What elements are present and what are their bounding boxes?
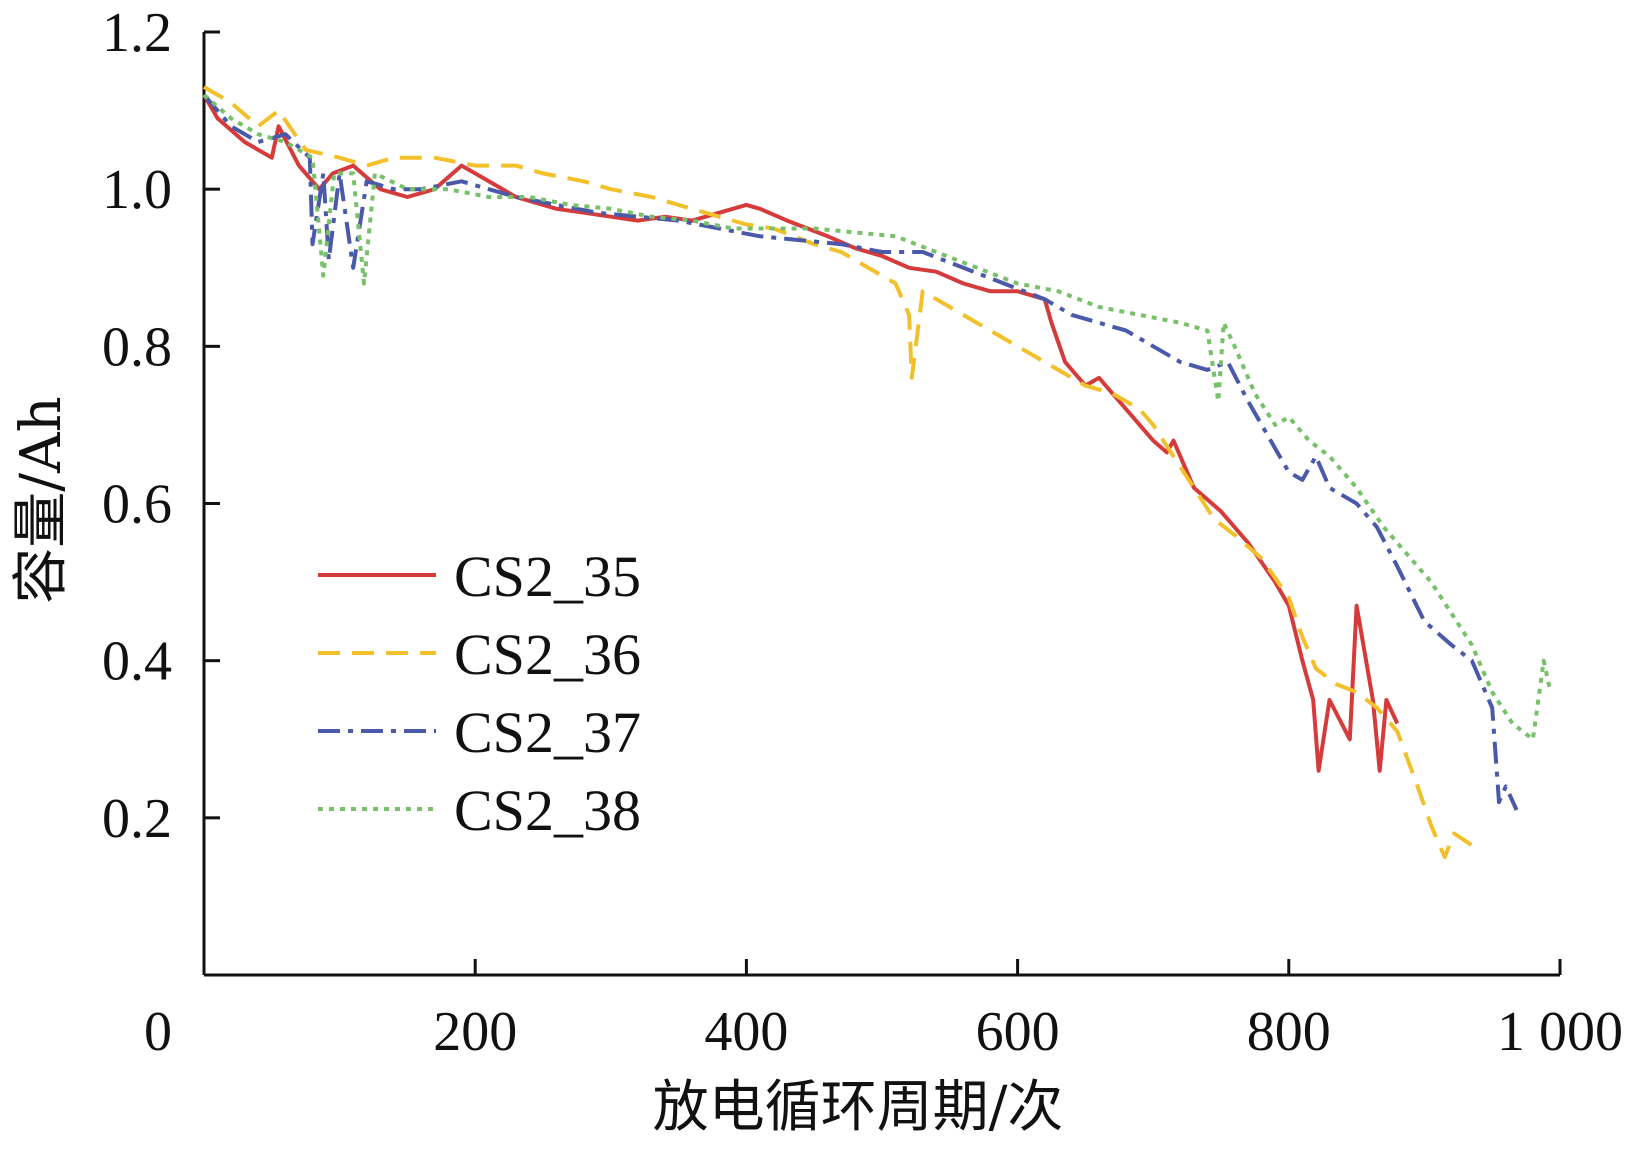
- series-line-cs2-37: [202, 93, 1519, 811]
- series-line-cs2-35: [202, 93, 1400, 773]
- y-axis-title: 容量/Ah: [9, 396, 74, 603]
- y-tick-label: 1.0: [102, 159, 172, 221]
- series-lines: [202, 85, 1553, 860]
- x-tick-label: 400: [704, 1001, 788, 1063]
- x-tick-label: 200: [433, 1001, 517, 1063]
- x-axis: 0 200 400 600 800 1 000: [144, 959, 1623, 1063]
- y-tick-label: 0.6: [102, 474, 172, 536]
- y-tick-label: 0.2: [102, 788, 172, 850]
- legend-label: CS2_38: [454, 778, 641, 843]
- x-tick-label: 800: [1247, 1001, 1331, 1063]
- y-tick-label: 0.4: [102, 631, 172, 693]
- y-axis: 0.2 0.4 0.6 0.8 1.0 1.2: [102, 2, 220, 975]
- legend-label: CS2_36: [454, 622, 641, 687]
- series-line-cs2-38: [202, 93, 1553, 742]
- x-tick-label: 1 000: [1497, 1001, 1623, 1063]
- y-tick-label: 0.8: [102, 316, 172, 378]
- legend-label: CS2_37: [454, 700, 641, 765]
- y-tick-label: 1.2: [102, 2, 172, 64]
- series-line-cs2-36: [202, 85, 1474, 860]
- x-tick-label: 600: [976, 1001, 1060, 1063]
- legend-label: CS2_35: [454, 544, 641, 609]
- x-tick-label: 0: [144, 1001, 172, 1063]
- x-axis-title: 放电循环周期/次: [653, 1075, 1064, 1140]
- legend: CS2_35 CS2_36 CS2_37 CS2_38: [318, 544, 641, 843]
